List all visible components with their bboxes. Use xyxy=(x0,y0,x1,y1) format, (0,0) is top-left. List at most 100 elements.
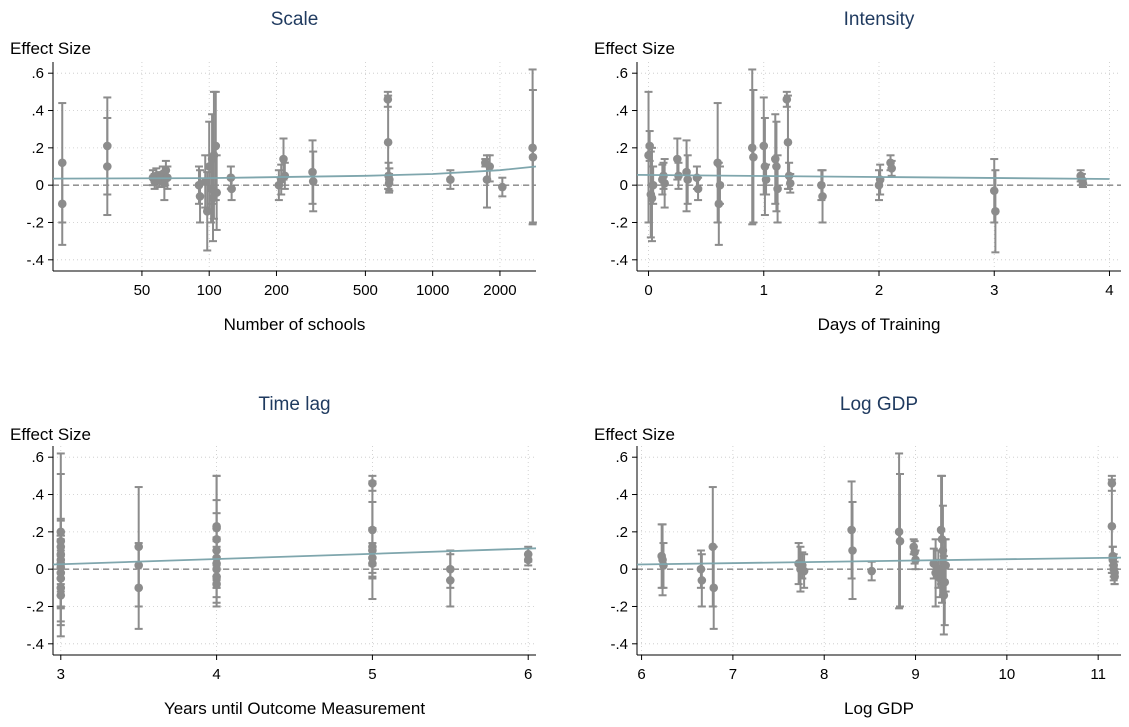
data-point xyxy=(528,152,538,162)
data-point xyxy=(759,141,769,151)
data-point-group xyxy=(498,176,507,198)
x-axis-label: Years until Outcome Measurement xyxy=(164,699,425,718)
y-axis-label: Effect Size xyxy=(594,425,675,444)
chart-panel-2: -.4 -.2 0 .2 .4 .6 0 1 2 3 4 Intensity Effect Size Da… xyxy=(594,9,1121,334)
x-tick-label: 3 xyxy=(990,282,998,299)
data-point xyxy=(749,152,758,162)
data-point-group xyxy=(747,68,757,226)
x-tick-label: 2000 xyxy=(483,282,516,299)
y-tick-label: .2 xyxy=(615,524,628,541)
data-point xyxy=(799,566,809,576)
x-tick-label: 4 xyxy=(212,666,220,683)
data-point-group xyxy=(941,538,950,593)
data-point-group xyxy=(697,553,707,608)
x-tick-label: 10 xyxy=(999,666,1016,683)
data-point-group xyxy=(57,161,67,246)
data-point-group xyxy=(887,159,896,177)
data-point xyxy=(446,175,455,184)
fitted-line xyxy=(636,174,1110,180)
x-tick-label: 11 xyxy=(1090,666,1106,683)
data-point-group xyxy=(660,158,669,209)
x-tick-label: 50 xyxy=(134,282,151,299)
data-point-group xyxy=(874,169,884,202)
data-point-group xyxy=(772,120,781,213)
y-tick-label: .4 xyxy=(31,487,44,504)
y-tick-label: .4 xyxy=(615,487,628,504)
data-point-group xyxy=(782,90,792,108)
y-tick-label: 0 xyxy=(620,561,628,578)
data-point-group xyxy=(760,116,770,217)
data-point-group xyxy=(867,560,876,582)
y-tick-label: .6 xyxy=(615,449,628,466)
data-point xyxy=(308,177,318,186)
panel-title: Log GDP xyxy=(840,394,918,415)
data-point xyxy=(485,162,495,171)
data-point-group xyxy=(715,165,725,205)
data-point xyxy=(818,192,827,201)
x-tick-label: 1000 xyxy=(416,282,449,299)
data-point xyxy=(772,162,781,171)
data-point-group xyxy=(848,500,857,601)
y-tick-label: 0 xyxy=(620,177,628,194)
data-point xyxy=(103,162,112,171)
data-point xyxy=(648,180,658,190)
x-tick-label: 100 xyxy=(197,282,222,299)
data-point-group xyxy=(56,553,66,638)
data-point-group xyxy=(875,163,885,196)
x-tick-label: 6 xyxy=(524,666,532,683)
data-point xyxy=(673,154,682,164)
data-point-group xyxy=(446,169,455,190)
y-tick-label: .6 xyxy=(615,65,628,82)
data-point xyxy=(195,192,205,201)
data-point xyxy=(194,180,204,190)
data-point xyxy=(385,175,394,184)
data-point-group xyxy=(648,165,658,205)
data-point-group xyxy=(818,169,827,224)
chart-panel-3: -.4 -.2 0 .2 .4 .6 3 4 5 6 Time lag Effect Size Year… xyxy=(10,394,537,718)
y-tick-label: -.4 xyxy=(610,252,628,269)
data-point xyxy=(227,184,236,194)
data-point-group xyxy=(368,549,377,578)
data-point xyxy=(715,180,725,190)
y-tick-label: -.2 xyxy=(26,214,44,231)
data-point xyxy=(941,561,950,570)
y-tick-label: .6 xyxy=(31,449,44,466)
data-point xyxy=(446,576,455,585)
x-tick-label: 0 xyxy=(644,282,652,299)
data-point xyxy=(1078,178,1088,188)
y-tick-label: .4 xyxy=(31,103,44,120)
data-point-group xyxy=(991,169,1000,254)
y-tick-label: .2 xyxy=(615,140,628,157)
y-axis-label: Effect Size xyxy=(10,425,91,444)
data-point-group xyxy=(1078,178,1088,189)
y-tick-label: -.2 xyxy=(610,598,628,615)
data-point xyxy=(783,137,793,147)
data-point-group xyxy=(709,545,719,630)
data-point-group xyxy=(103,116,112,217)
data-point-group xyxy=(693,176,703,202)
panel-title: Time lag xyxy=(258,394,330,415)
data-point xyxy=(683,175,693,184)
data-point xyxy=(134,583,143,593)
data-point-group xyxy=(523,553,533,567)
data-point xyxy=(212,579,221,589)
x-tick-label: 6 xyxy=(637,666,645,683)
data-point xyxy=(785,178,795,188)
y-tick-label: .2 xyxy=(31,524,44,541)
data-point-group xyxy=(308,150,318,213)
x-axis-label: Log GDP xyxy=(844,699,914,718)
panel-title: Scale xyxy=(271,9,319,30)
fitted-line xyxy=(52,165,537,180)
x-tick-label: 9 xyxy=(911,666,919,683)
data-point xyxy=(280,171,290,181)
data-point xyxy=(523,555,533,565)
data-point xyxy=(56,590,66,600)
data-point xyxy=(383,137,393,147)
panel-title: Intensity xyxy=(844,9,915,30)
data-point xyxy=(761,175,771,184)
chart-panel-4: -.4 -.2 0 .2 .4 .6 6 7 8 9 10 11 Log GDP Effect Size L… xyxy=(594,394,1122,718)
chart-panel-1: -.4 -.2 0 .2 .4 .6 50 100 200 500 1000 2000 Scale Eff… xyxy=(10,9,538,334)
data-point-group xyxy=(280,161,290,190)
